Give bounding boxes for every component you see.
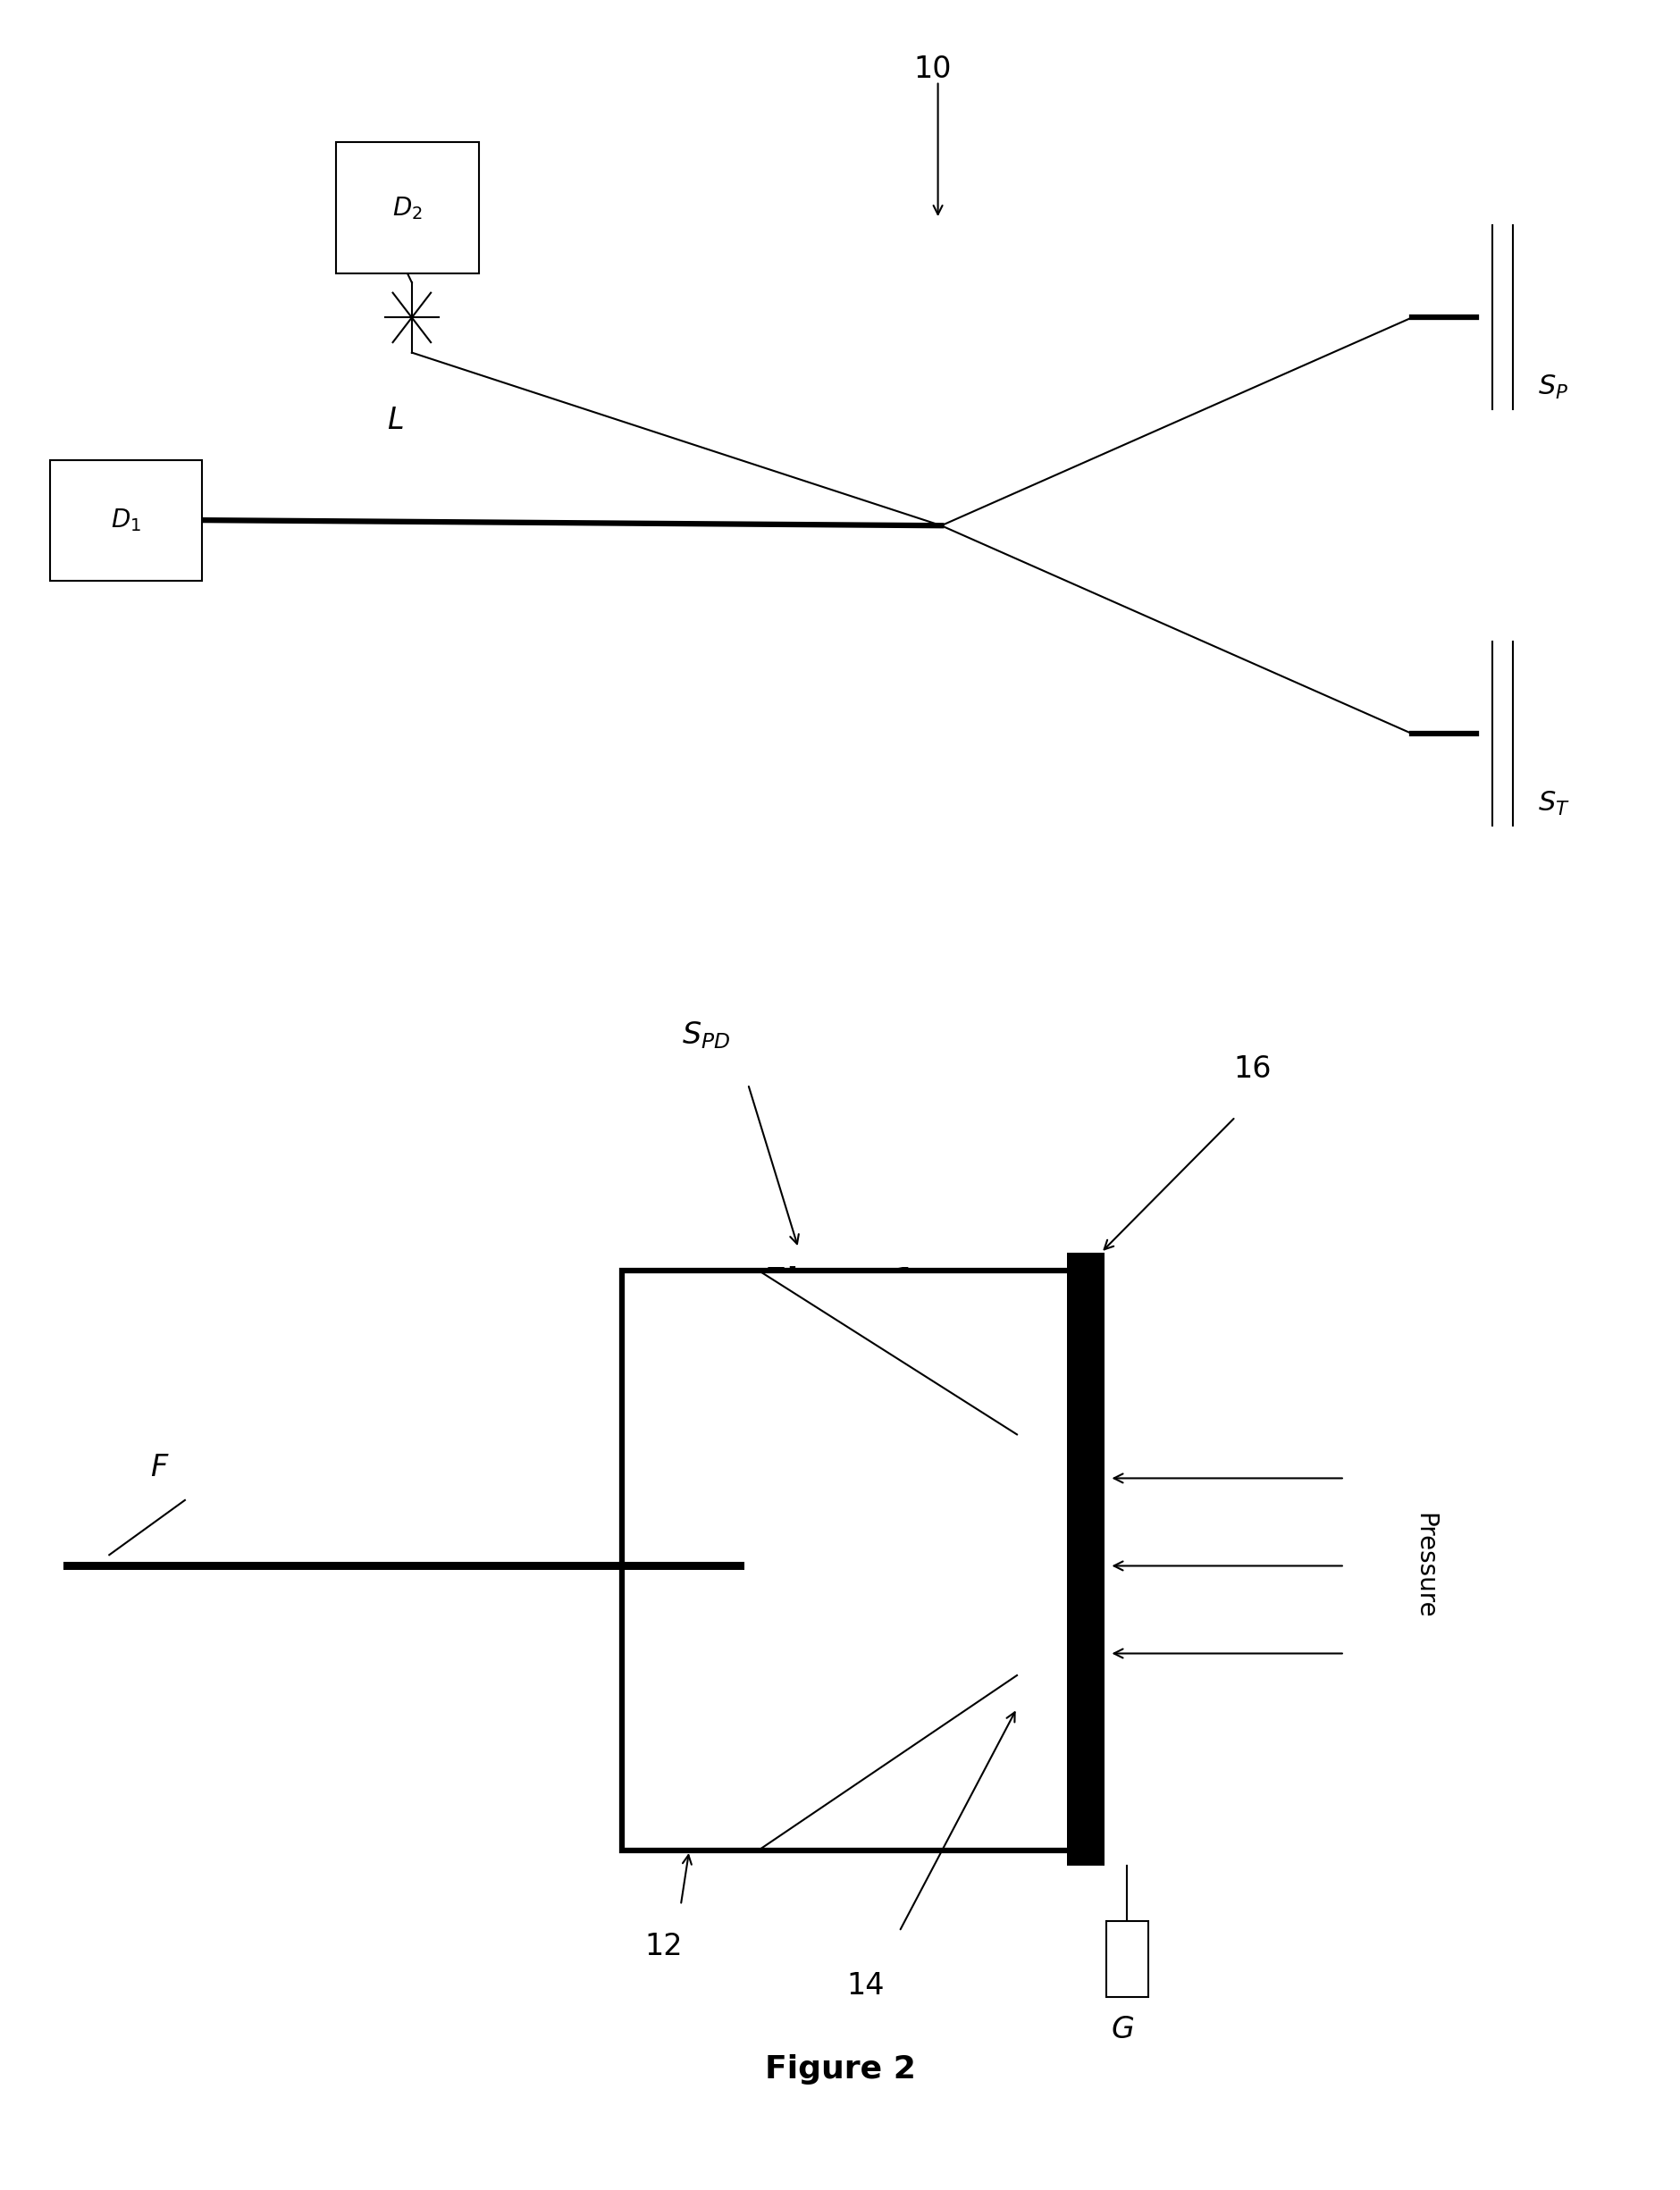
Text: $S_P$: $S_P$ xyxy=(1537,374,1567,401)
Text: 16: 16 xyxy=(1233,1056,1270,1084)
Text: 12: 12 xyxy=(645,1932,682,1960)
Text: $F$: $F$ xyxy=(150,1452,170,1483)
Text: Pressure: Pressure xyxy=(1411,1513,1436,1618)
Bar xyxy=(50,460,202,580)
Bar xyxy=(1105,1921,1147,1997)
Bar xyxy=(622,1270,1075,1851)
Text: $S_{PD}$: $S_{PD}$ xyxy=(682,1021,729,1051)
Text: $L$: $L$ xyxy=(386,405,403,436)
Text: $D_2$: $D_2$ xyxy=(393,195,422,221)
Bar xyxy=(1067,1253,1104,1866)
Bar xyxy=(336,142,479,274)
Text: $D_1$: $D_1$ xyxy=(111,506,141,534)
Text: Figure 2: Figure 2 xyxy=(764,2054,916,2085)
Text: $G$: $G$ xyxy=(1110,2015,1134,2043)
Text: $S_T$: $S_T$ xyxy=(1537,791,1569,817)
Text: Figure 1: Figure 1 xyxy=(764,1266,916,1296)
Text: 10: 10 xyxy=(914,55,951,83)
Text: 14: 14 xyxy=(847,1971,884,1999)
